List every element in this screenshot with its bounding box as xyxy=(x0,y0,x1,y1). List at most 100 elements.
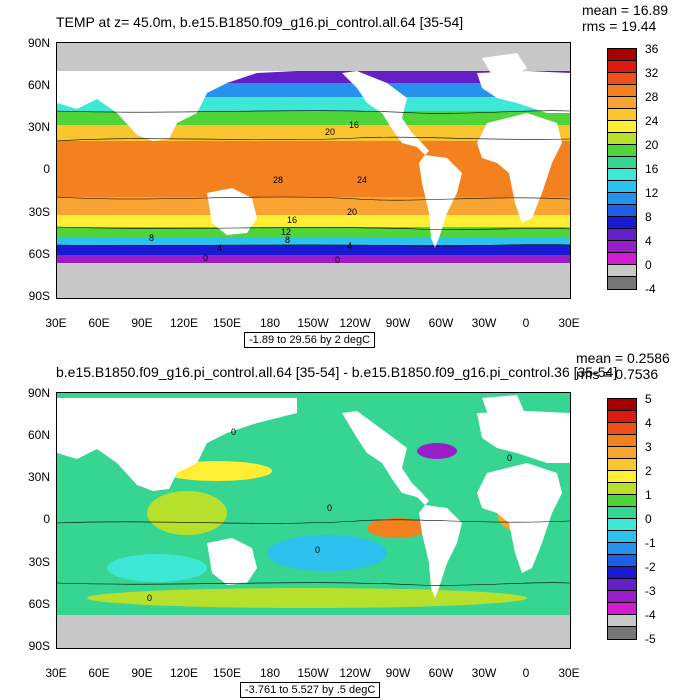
colorbar-label: -3 xyxy=(645,584,656,598)
colorbar-swatch xyxy=(608,169,636,181)
colorbar-label: -2 xyxy=(645,560,656,574)
colorbar-swatch xyxy=(608,217,636,229)
lat-label: 0 xyxy=(43,162,50,176)
mean-stat: mean = 0.2586 xyxy=(576,350,670,366)
contour-label: 20 xyxy=(347,207,357,217)
lon-label: 150W xyxy=(297,316,329,330)
colorbar-label: 4 xyxy=(645,416,652,430)
colorbar-swatch xyxy=(608,205,636,217)
lat-label: 90N xyxy=(27,36,50,50)
colorbar-label: -1 xyxy=(645,536,656,550)
colorbar-swatch xyxy=(608,133,636,145)
colorbar-label: 5 xyxy=(645,392,652,406)
contour-label: 8 xyxy=(285,235,290,245)
anomaly-warm-east-pacific xyxy=(367,518,427,538)
contour-label: 24 xyxy=(357,175,367,185)
colorbar-swatch xyxy=(608,157,636,169)
contour-label: 16 xyxy=(349,120,359,130)
colorbar-swatch xyxy=(608,241,636,253)
colorbar-swatch xyxy=(608,615,636,627)
band-antarctic xyxy=(57,255,570,263)
lat-label: 60N xyxy=(27,78,50,92)
plot-title: TEMP at z= 45.0m, b.e15.B1850.f09_g16.pi… xyxy=(56,14,464,30)
plot-title: b.e15.B1850.f09_g16.pi_control.all.64 [3… xyxy=(56,364,618,380)
lon-label: 180 xyxy=(259,666,281,680)
rms-stat: rms = 0.7536 xyxy=(576,366,659,382)
contour-label: 8 xyxy=(149,233,154,243)
lat-label: 60S xyxy=(28,247,50,261)
contour-label: 12 xyxy=(281,227,291,237)
north-america-land xyxy=(342,411,429,505)
map-svg: 0 0 0 0 0 xyxy=(57,393,570,648)
australia-land xyxy=(207,188,257,235)
colorbar-swatch xyxy=(608,61,636,73)
colorbar-swatch xyxy=(608,471,636,483)
colorbar-label: 20 xyxy=(645,138,659,152)
lon-label: 150W xyxy=(297,666,329,680)
contour-label: 28 xyxy=(273,175,283,185)
lon-label: 90E xyxy=(131,666,153,680)
map-plot: 0 0 0 0 0 xyxy=(56,392,571,649)
lon-label: 90E xyxy=(131,316,153,330)
africa-land xyxy=(477,463,562,573)
band-north-warm xyxy=(57,125,570,141)
colorbar xyxy=(607,398,637,640)
colorbar-label: 36 xyxy=(645,42,659,56)
contour-label: 0 xyxy=(335,255,340,265)
lon-label: 90W xyxy=(385,666,411,680)
band-south-warm xyxy=(57,197,570,215)
colorbar-swatch xyxy=(608,399,636,411)
lat-label: 90S xyxy=(28,289,50,303)
antarctica xyxy=(57,615,570,648)
colorbar-swatch xyxy=(608,531,636,543)
colorbar-swatch xyxy=(608,555,636,567)
lon-label: 30W xyxy=(471,316,497,330)
temperature-panel: TEMP at z= 45.0m, b.e15.B1850.f09_g16.pi… xyxy=(27,2,668,348)
colorbar-swatch xyxy=(608,85,636,97)
contour-label: 0 xyxy=(315,545,320,555)
contour-label: 4 xyxy=(347,241,352,251)
lon-label: 60W xyxy=(428,316,454,330)
difference-panel: b.e15.B1850.f09_g16.pi_control.all.64 [3… xyxy=(0,350,700,700)
lat-label: 90S xyxy=(28,639,50,653)
anomaly-cool-indian xyxy=(107,554,207,582)
africa-land xyxy=(477,113,562,223)
colorbar-swatch xyxy=(608,277,636,289)
band-south-cold xyxy=(57,237,570,245)
australia-land xyxy=(207,538,257,585)
lon-label: 30E xyxy=(558,666,580,680)
greenland-land xyxy=(482,53,527,78)
colorbar-swatch xyxy=(608,181,636,193)
map-svg: 16 20 28 24 12 8 4 0 16 12 8 20 4 0 xyxy=(57,43,570,298)
contour-label: 0 xyxy=(231,427,236,437)
band-south-cool xyxy=(57,227,570,237)
colorbar-label: 4 xyxy=(645,234,652,248)
lat-label: 30S xyxy=(28,205,50,219)
lon-label: 60E xyxy=(88,316,110,330)
contour-label: 0 xyxy=(507,453,512,463)
rms-stat: rms = 19.44 xyxy=(582,18,657,34)
lat-label: 30N xyxy=(27,470,50,484)
colorbar-swatch xyxy=(608,495,636,507)
asia-land xyxy=(57,398,297,491)
colorbar-swatch xyxy=(608,229,636,241)
lon-label: 120W xyxy=(339,316,371,330)
colorbar-swatch xyxy=(608,543,636,555)
lat-label: 90N xyxy=(27,386,50,400)
lon-label: 150E xyxy=(212,316,242,330)
colorbar-label: 28 xyxy=(645,90,659,104)
colorbar-swatch xyxy=(608,423,636,435)
colorbar-label: -4 xyxy=(645,282,656,296)
lon-label: 30E xyxy=(45,316,67,330)
lon-label: 0 xyxy=(522,316,530,330)
colorbar-label: 0 xyxy=(645,258,652,272)
north-america-land xyxy=(342,71,429,155)
colorbar-label: 0 xyxy=(645,512,652,526)
colorbar-swatch xyxy=(608,145,636,157)
colorbar-swatch xyxy=(608,97,636,109)
colorbar-label: 8 xyxy=(645,210,652,224)
lon-label: 30W xyxy=(471,666,497,680)
colorbar-label: 16 xyxy=(645,162,659,176)
colorbar-label: 3 xyxy=(645,440,652,454)
colorbar-swatch xyxy=(608,459,636,471)
